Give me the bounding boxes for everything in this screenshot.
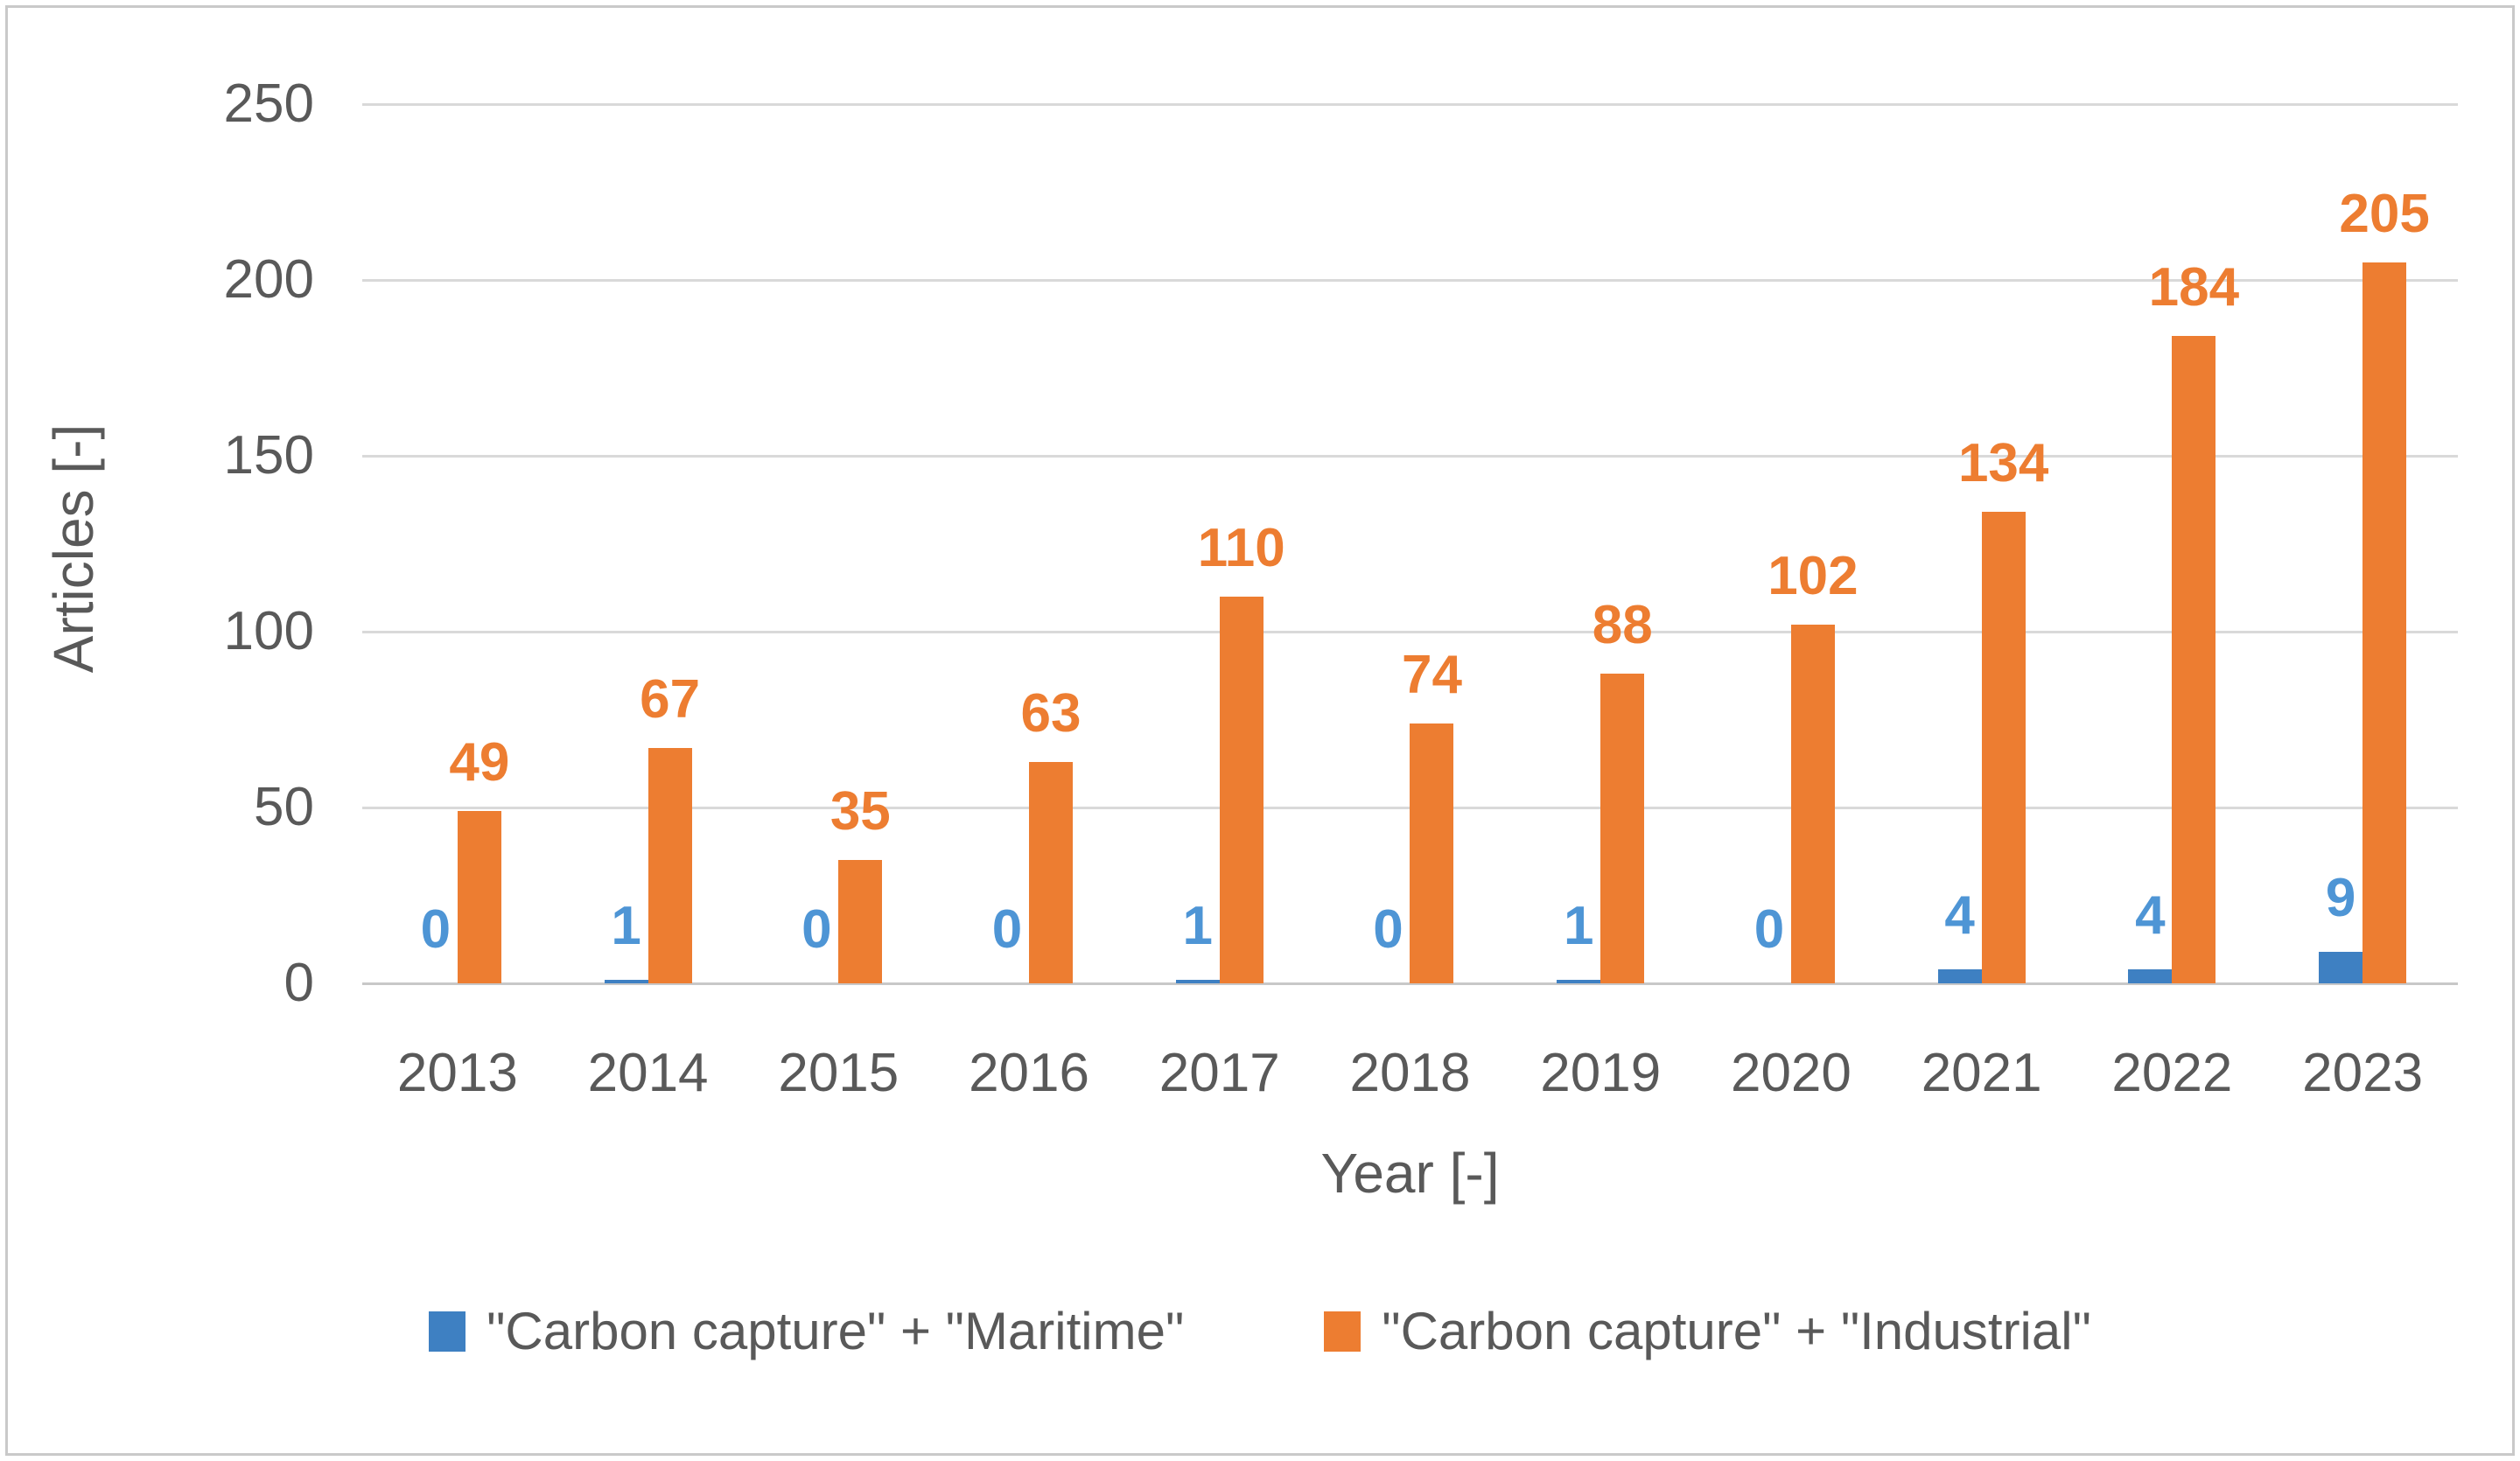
bar-industrial [457,811,501,983]
y-tick-label: 200 [223,249,314,310]
bar-label-industrial: 49 [449,732,510,793]
x-tick-label: 2018 [1349,1043,1471,1103]
bar-industrial [648,747,692,983]
category-cluster: 9 205 [2267,104,2458,983]
bar-industrial [2362,262,2407,983]
gridline [362,630,2458,633]
legend: "Carbon capture" + "Maritime" "Carbon cap… [8,1301,2512,1361]
x-tick-label: 2017 [1158,1043,1280,1103]
bar-label-maritime: 0 [1373,899,1404,960]
x-tick-label: 2020 [1730,1043,1852,1103]
legend-swatch-industrial [1324,1311,1362,1352]
category-cluster: 0 74 [1315,104,1506,983]
category-cluster: 0 63 [934,104,1124,983]
bar-industrial [1981,512,2026,983]
bar-label-maritime: 1 [1563,895,1594,956]
category-cluster: 0 102 [1696,104,1886,983]
bar-label-industrial: 184 [2148,257,2240,318]
x-axis-title: Year [-] [1320,1142,1500,1205]
x-tick-label: 2015 [778,1043,900,1103]
x-tick-label: 2021 [1921,1043,2042,1103]
legend-swatch-maritime [429,1311,466,1352]
bar-label-maritime: 0 [802,899,832,960]
gridline [362,102,2458,106]
bar-maritime [1937,968,1982,983]
category-cluster: 0 35 [743,104,934,983]
category-cluster: 4 134 [1886,104,2077,983]
bar-label-industrial: 110 [1197,517,1285,578]
bar-label-industrial: 74 [1402,644,1462,705]
bar-maritime [604,979,648,983]
bar-maritime [2319,951,2363,983]
bar-label-industrial: 205 [2339,183,2430,244]
bar-label-maritime: 4 [1944,884,1975,946]
bar-industrial [838,860,883,983]
y-axis-title: Articles [-] [42,423,105,674]
legend-item: "Carbon capture" + "Industrial" [1324,1301,2091,1361]
x-tick-label: 2016 [969,1043,1089,1103]
bar-label-maritime: 0 [991,899,1023,960]
bar-label-maritime: 1 [1182,895,1213,956]
x-tick-label: 2013 [396,1043,518,1103]
y-tick-label: 150 [223,425,314,486]
bar-label-industrial: 88 [1592,595,1653,656]
bar-label-maritime: 9 [2325,867,2356,928]
bar-label-maritime: 4 [2135,884,2166,946]
x-tick-label: 2019 [1540,1043,1662,1103]
chart-frame: Articles [-] 0 50 100 150 200 250 0 49 1 67 0 35 0 6… [5,5,2515,1456]
x-tick-label: 2014 [587,1043,709,1103]
bar-label-industrial: 35 [830,781,891,842]
plot-area: 0 49 1 67 0 35 0 63 1 110 0 74 1 88 0 102 4 134 4 184 9 205 [362,102,2458,985]
gridline [362,454,2458,458]
bar-label-maritime: 0 [1754,899,1785,960]
bar-industrial [2172,336,2216,983]
bar-label-industrial: 102 [1768,545,1858,606]
bar-industrial [1600,674,1645,983]
bar-industrial [1219,596,1264,983]
bar-maritime [1557,979,1601,983]
bar-maritime [1175,979,1220,983]
x-tick-label: 2022 [2111,1043,2233,1103]
x-tick-label: 2023 [2302,1043,2424,1103]
bar-label-industrial: 134 [1957,433,2049,494]
category-cluster: 1 67 [553,104,744,983]
y-tick-label: 250 [223,73,314,134]
legend-label: "Carbon capture" + "Industrial" [1382,1302,2091,1360]
y-tick-label: 50 [254,777,314,837]
legend-item: "Carbon capture" + "Maritime" [429,1301,1184,1361]
gridline [362,278,2458,282]
bar-label-industrial: 67 [640,668,701,730]
bar-industrial [1790,624,1835,983]
category-cluster: 1 110 [1124,104,1315,983]
bar-maritime [2128,968,2173,983]
y-tick-label: 100 [223,601,314,661]
bar-label-maritime: 0 [420,899,452,960]
category-cluster: 4 184 [2077,104,2268,983]
x-axis-baseline [362,982,2458,985]
legend-label: "Carbon capture" + "Maritime" [486,1302,1185,1360]
bar-industrial [1410,723,1454,983]
bar-label-maritime: 1 [611,895,641,956]
bar-label-industrial: 63 [1020,682,1082,744]
y-tick-label: 0 [284,953,314,1013]
bar-industrial [1029,761,1074,983]
category-cluster: 0 49 [362,104,553,983]
category-cluster: 1 88 [1505,104,1696,983]
